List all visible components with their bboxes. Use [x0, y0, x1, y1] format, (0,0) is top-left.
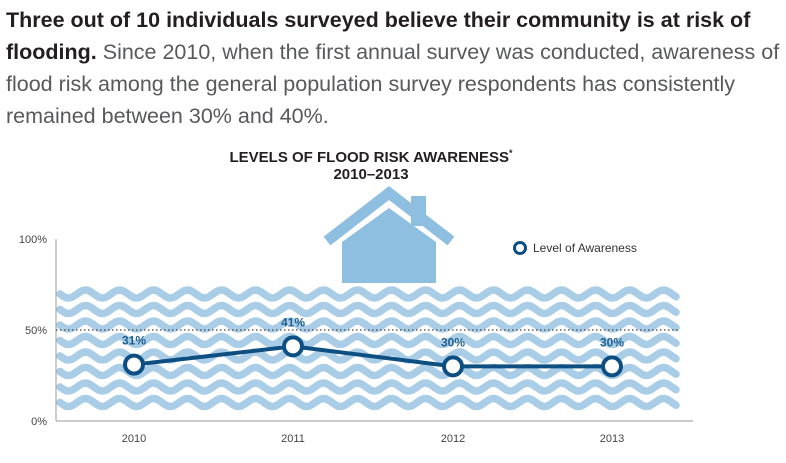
- intro-text: Three out of 10 individuals surveyed bel…: [6, 4, 780, 132]
- x-tick-labels: 2010 2011 2012 2013: [122, 433, 624, 445]
- wave-line: [56, 332, 680, 349]
- data-label: 30%: [600, 335, 624, 349]
- wave-line: [56, 379, 680, 395]
- y-tick-label: 100%: [19, 234, 47, 246]
- data-point: [442, 355, 464, 378]
- y-tick-labels: 0% 50% 100%: [19, 234, 47, 428]
- wave-line: [56, 301, 680, 318]
- chart-title: LEVELS OF FLOOD RISK AWARENESS*: [230, 148, 513, 166]
- series-level-of-awareness: 31% 41% 30% 30%: [122, 315, 624, 378]
- chart-subtitle: 2010–2013: [333, 166, 408, 183]
- x-tick-label: 2011: [281, 433, 305, 445]
- intro-body: Since 2010, when the first annual survey…: [6, 40, 780, 128]
- wave-line: [56, 363, 680, 380]
- house-roof: [323, 186, 455, 246]
- house-icon: [323, 186, 455, 283]
- data-point: [282, 335, 304, 358]
- x-tick-label: 2012: [441, 433, 465, 445]
- legend-marker: [513, 241, 527, 255]
- y-tick-label: 0%: [31, 416, 47, 428]
- chart-title-mark: *: [509, 148, 513, 158]
- legend: Level of Awareness: [513, 241, 637, 255]
- data-point: [123, 353, 145, 376]
- wave-line: [56, 286, 680, 302]
- waves-background: [56, 286, 680, 411]
- wave-line: [56, 394, 680, 411]
- series-line: [133, 344, 612, 369]
- data-label: 41%: [281, 315, 305, 329]
- x-tick-label: 2013: [600, 433, 624, 445]
- wave-line: [56, 317, 680, 333]
- data-label: 31%: [122, 334, 146, 348]
- x-tick-label: 2010: [122, 433, 146, 445]
- data-point: [601, 355, 623, 378]
- intro-lead: Three out of 10 individuals surveyed bel…: [6, 8, 751, 64]
- legend-label: Level of Awareness: [533, 241, 637, 255]
- chart-title-text: LEVELS OF FLOOD RISK AWARENESS: [230, 149, 509, 166]
- y-tick-label: 50%: [25, 325, 47, 337]
- house-body: [342, 208, 436, 283]
- data-label: 30%: [441, 335, 465, 349]
